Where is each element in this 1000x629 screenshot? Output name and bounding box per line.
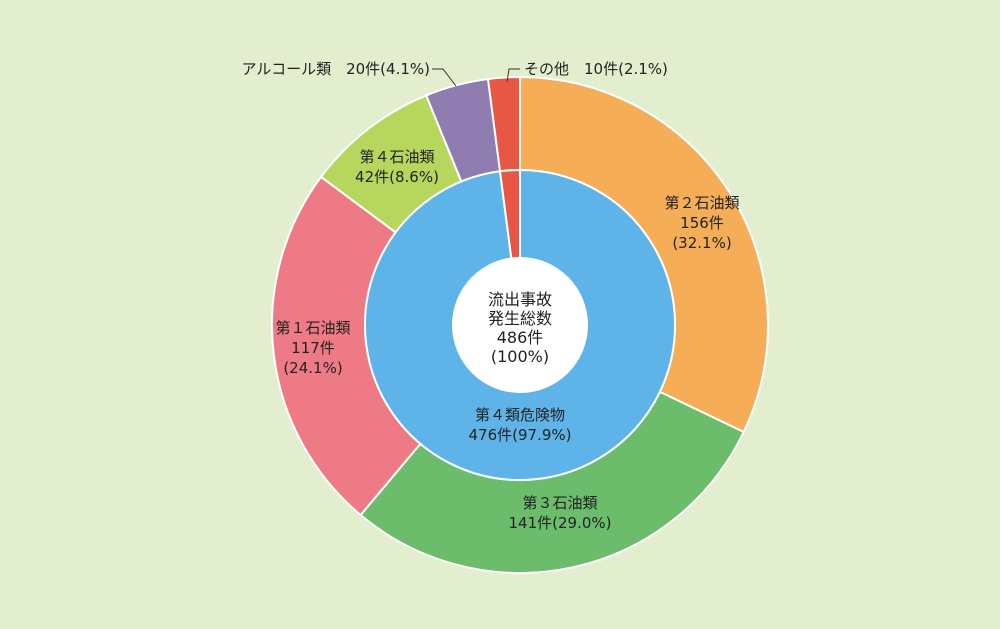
center-label: 流出事故発生総数 486件(100%)	[488, 290, 552, 366]
outer-ring	[271, 75, 769, 574]
outer-label-2: 第３石油類 141件(29.0%)	[509, 494, 612, 532]
center-hole	[452, 257, 588, 393]
labels: 第４類危険物 476件(97.9%) 第２石油類 156件(32.1%) 第３石油類 14…	[242, 60, 740, 532]
leader-alcohol	[432, 68, 457, 87]
outer-label-1: 第２石油類 156件(32.1%)	[664, 194, 739, 252]
leader-other	[506, 68, 520, 83]
outer-label-4: 第４石油類 42件(8.6%)	[355, 148, 439, 186]
outer-label-3: 第１石油類 117件(24.1%)	[275, 319, 350, 377]
outer-label-6: その他 10件(2.1%)	[524, 60, 668, 78]
outer-label-5: アルコール類 20件(4.1%)	[242, 60, 430, 78]
inner-label-class4: 第４類危険物 476件(97.9%)	[469, 406, 572, 444]
leader-lines	[432, 68, 520, 87]
